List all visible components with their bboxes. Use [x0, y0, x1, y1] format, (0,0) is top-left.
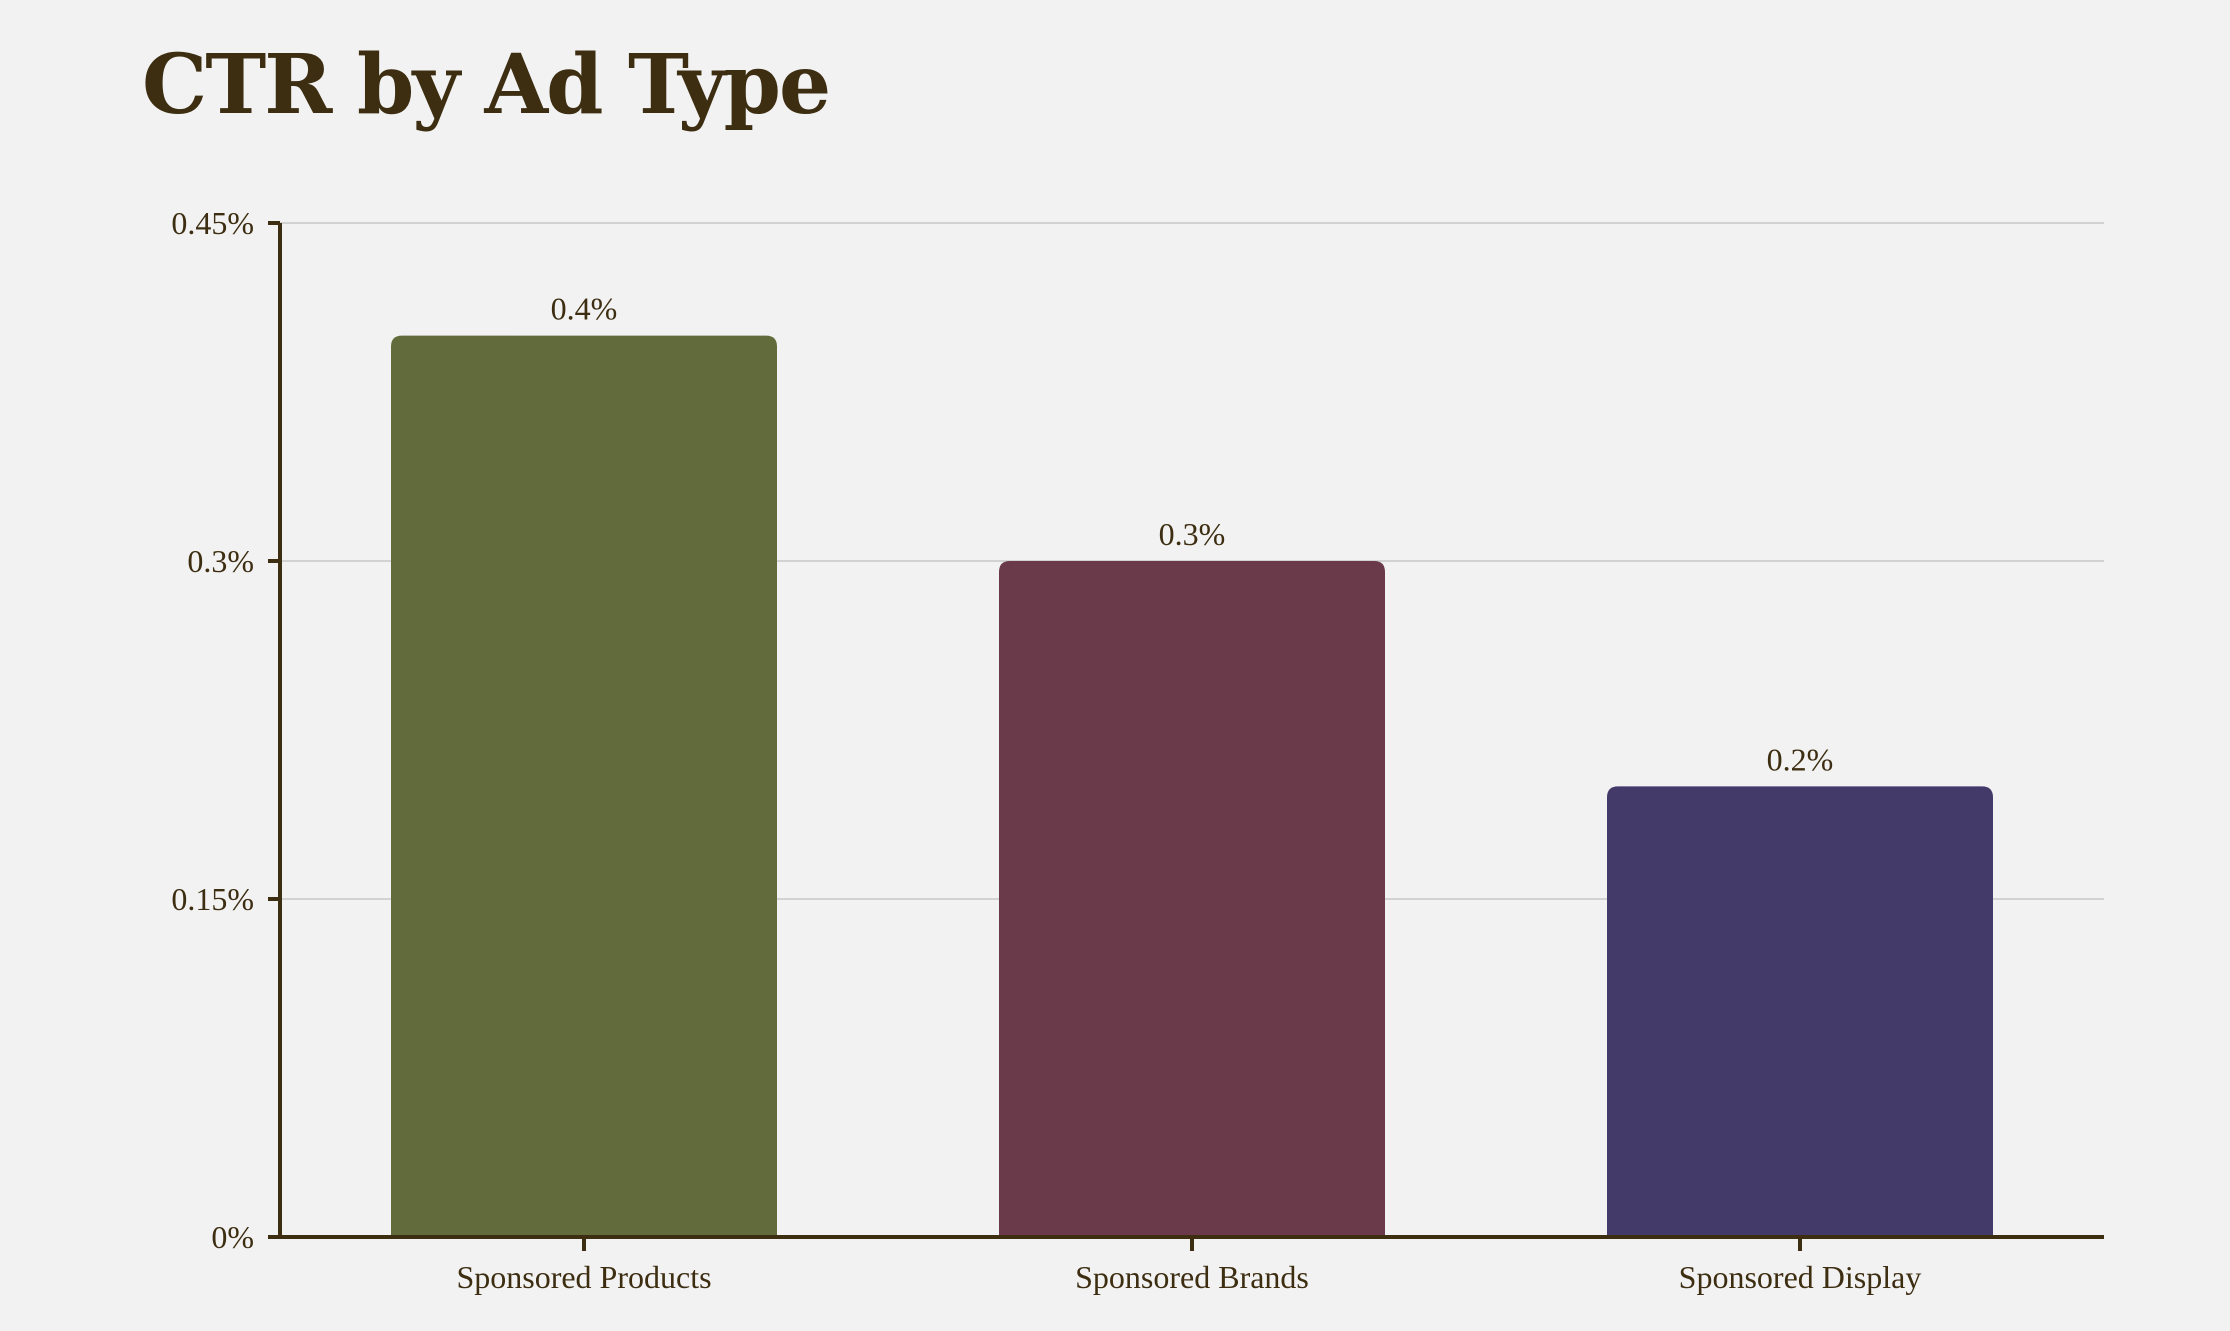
- x-tick-label: Sponsored Display: [1679, 1259, 1922, 1295]
- bar: [1607, 786, 1993, 1237]
- data-label: 0.3%: [1159, 516, 1226, 552]
- y-tick-label: 0.3%: [187, 543, 254, 579]
- x-tick-label: Sponsored Products: [456, 1259, 711, 1295]
- y-tick-label: 0.15%: [171, 881, 254, 917]
- data-labels: 0.4% 0.3% 0.2%: [551, 291, 1834, 778]
- chart-title: CTR by Ad Type: [142, 37, 831, 133]
- bar: [999, 561, 1385, 1237]
- y-tick-label: 0.45%: [171, 205, 254, 241]
- x-tick-label: Sponsored Brands: [1075, 1259, 1309, 1295]
- data-label: 0.2%: [1767, 741, 1834, 777]
- axes: 0% 0.15% 0.3% 0.45% Sponsored Products Sponso…: [171, 205, 2104, 1295]
- bar: [391, 335, 777, 1238]
- data-label: 0.4%: [551, 291, 618, 327]
- y-tick-label: 0%: [211, 1219, 254, 1255]
- bars: [391, 335, 1993, 1238]
